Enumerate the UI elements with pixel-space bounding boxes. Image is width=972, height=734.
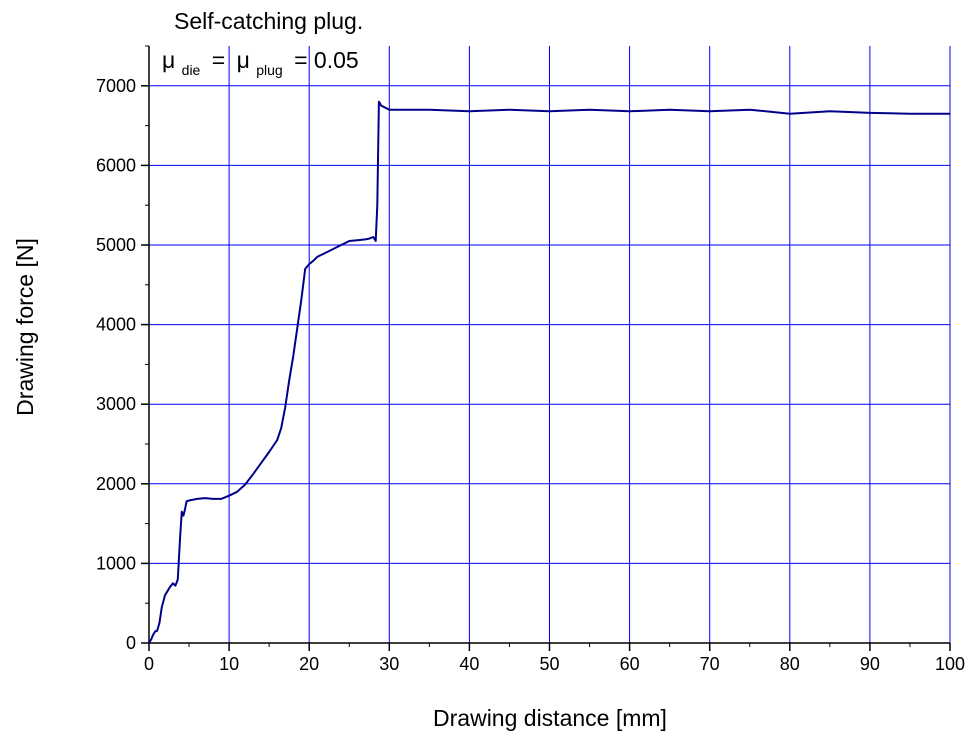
y-tick-label: 7000 — [96, 76, 136, 96]
tick-labels: 0 10 20 30 40 50 60 70 80 90 100010002000300040005… — [96, 76, 965, 674]
x-tick-label: 70 — [700, 654, 720, 674]
annotation: Self-catching plug. μ die = μ plug = 0.0… — [162, 8, 363, 80]
equals-sign: = — [212, 47, 225, 73]
x-tick-label: 90 — [860, 654, 880, 674]
grid-lines — [149, 46, 951, 643]
y-tick-label: 2000 — [96, 474, 136, 494]
x-tick-label: 50 — [539, 654, 559, 674]
y-axis-title: Drawing force [N] — [12, 238, 38, 416]
mu-symbol-2: μ — [237, 47, 250, 73]
y-tick-label: 4000 — [96, 315, 136, 335]
x-tick-label: 40 — [459, 654, 479, 674]
y-tick-label: 1000 — [96, 553, 136, 573]
x-tick-label: 0 — [144, 654, 154, 674]
y-tick-label: 0 — [126, 633, 136, 653]
annotation-value: = 0.05 — [294, 47, 359, 73]
y-tick-label: 5000 — [96, 235, 136, 255]
axis-ticks — [141, 45, 951, 651]
x-axis-title: Drawing distance [mm] — [433, 705, 667, 731]
subscript-plug: plug — [256, 62, 282, 78]
mu-symbol-1: μ — [162, 47, 175, 73]
y-tick-label: 6000 — [96, 155, 136, 175]
y-tick-label: 3000 — [96, 394, 136, 414]
annotation-line2: μ die = μ plug = 0.05 — [162, 47, 359, 80]
x-tick-label: 10 — [219, 654, 239, 674]
annotation-line1: Self-catching plug. — [174, 8, 363, 34]
series-line-0 — [148, 100, 950, 644]
x-tick-label: 20 — [299, 654, 319, 674]
x-tick-label: 80 — [780, 654, 800, 674]
x-tick-label: 30 — [379, 654, 399, 674]
x-tick-label: 60 — [620, 654, 640, 674]
subscript-die: die — [182, 62, 201, 78]
x-tick-label: 100 — [935, 654, 965, 674]
series-layer — [148, 100, 950, 644]
